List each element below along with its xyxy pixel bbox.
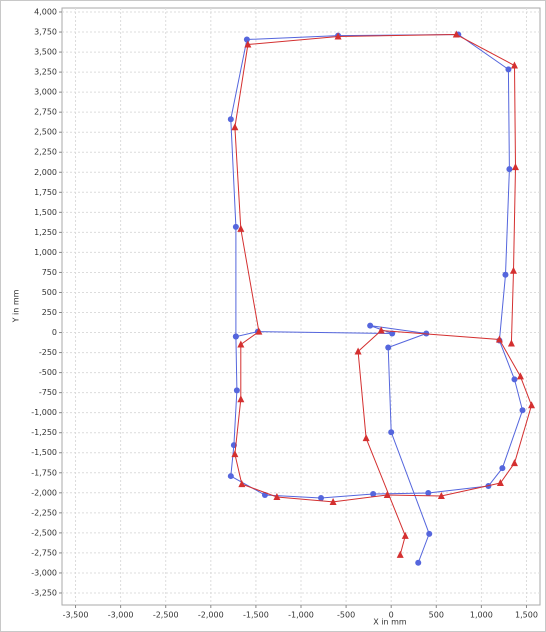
point [329, 497, 337, 505]
point [244, 40, 252, 48]
point [273, 492, 281, 500]
x-tick-label: -3,500 [63, 611, 89, 620]
point [415, 559, 422, 566]
y-tick-label: -1,750 [31, 468, 57, 477]
y-tick-label: -500 [39, 368, 57, 377]
y-tick-label: -2,250 [31, 508, 57, 517]
point [506, 166, 513, 173]
x-tick-label: -2,500 [153, 611, 179, 620]
point [426, 530, 433, 537]
point [227, 116, 234, 123]
point [237, 224, 245, 232]
y-axis-label: Y in mm [12, 289, 21, 323]
point [238, 480, 246, 488]
y-tick-label: -3,000 [31, 568, 57, 577]
point [388, 429, 395, 436]
point [232, 333, 239, 340]
point [237, 340, 245, 348]
y-tick-label: -250 [39, 348, 57, 357]
x-tick-label: -2,000 [198, 611, 224, 620]
point [509, 266, 517, 274]
point [510, 61, 518, 69]
point [499, 465, 506, 472]
y-tick-label: -750 [39, 388, 57, 397]
point [232, 223, 239, 230]
point [383, 490, 391, 498]
y-tick-label: 750 [42, 268, 57, 277]
y-tick-label: 2,500 [34, 128, 57, 137]
y-tick-label: 2,750 [34, 108, 57, 117]
y-tick-label: 3,750 [34, 28, 57, 37]
y-tick-label: 3,000 [34, 88, 57, 97]
point [519, 407, 526, 414]
y-tick-label: 1,750 [34, 188, 57, 197]
y-tick-label: 4,000 [34, 8, 57, 17]
point [510, 459, 518, 467]
point [231, 123, 239, 131]
y-tick-label: -2,750 [31, 548, 57, 557]
x-tick-label: 1,000 [470, 611, 493, 620]
y-tick-label: 500 [42, 288, 57, 297]
x-tick-label: 1,500 [515, 611, 538, 620]
y-tick-label: -3,250 [31, 588, 57, 597]
x-tick-label: -1,000 [288, 611, 314, 620]
point [389, 330, 396, 337]
x-tick-label: 500 [429, 611, 444, 620]
point [496, 479, 504, 487]
y-tick-label: 1,000 [34, 248, 57, 257]
point [452, 30, 460, 38]
point [507, 339, 515, 347]
point [502, 271, 509, 278]
y-tick-label: -1,000 [31, 408, 57, 417]
point [511, 376, 518, 383]
point [227, 473, 234, 480]
point [516, 372, 524, 380]
point [505, 66, 512, 73]
y-tick-label: -2,000 [31, 488, 57, 497]
point [233, 387, 240, 394]
point [334, 32, 342, 40]
y-tick-label: -1,250 [31, 428, 57, 437]
x-tick-label: -3,000 [108, 611, 134, 620]
point [237, 395, 245, 403]
point [385, 344, 392, 351]
point [377, 326, 385, 334]
point [425, 489, 432, 496]
x-tick-label: 0 [389, 611, 394, 620]
y-tick-label: 1,500 [34, 208, 57, 217]
y-tick-label: 3,500 [34, 48, 57, 57]
y-tick-label: -1,500 [31, 448, 57, 457]
point [528, 401, 536, 409]
point [231, 450, 239, 458]
point [511, 163, 519, 171]
point [354, 347, 362, 355]
y-tick-label: 2,000 [34, 168, 57, 177]
point [396, 550, 404, 558]
x-tick-label: -500 [337, 611, 355, 620]
x-tick-label: -1,500 [243, 611, 269, 620]
y-tick-label: 250 [42, 308, 57, 317]
y-tick-label: 2,250 [34, 148, 57, 157]
point [362, 434, 370, 442]
series-line [234, 33, 533, 555]
y-tick-label: -2,500 [31, 528, 57, 537]
point [401, 531, 409, 539]
point [255, 327, 263, 335]
y-tick-label: 1,250 [34, 228, 57, 237]
point [367, 322, 374, 329]
y-tick-label: 3,250 [34, 68, 57, 77]
point [495, 335, 503, 343]
point [318, 495, 325, 502]
y-tick-label: 0 [52, 328, 57, 337]
point [370, 491, 377, 498]
point [243, 36, 250, 43]
point [437, 492, 445, 500]
x-axis-label: X in mm [373, 618, 407, 627]
